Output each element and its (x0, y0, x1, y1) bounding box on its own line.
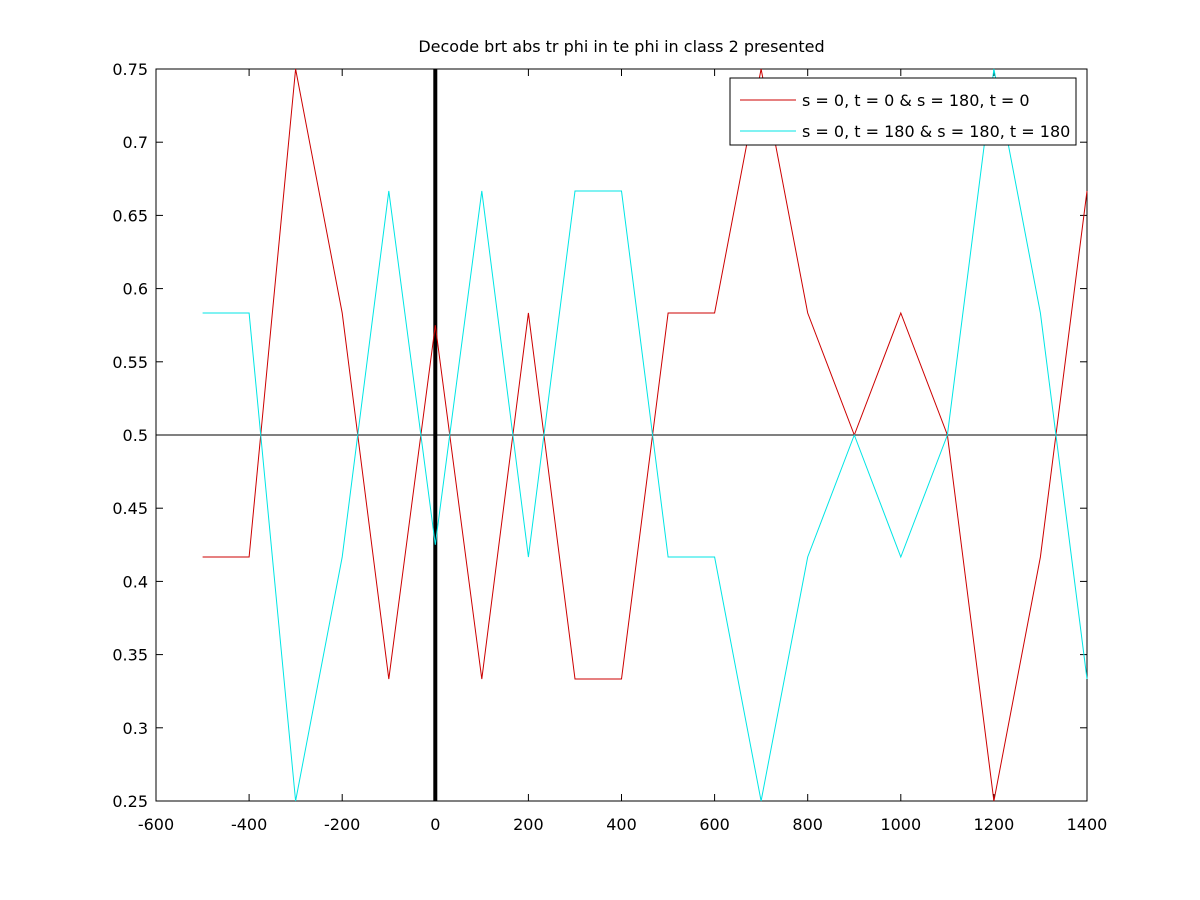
y-tick-label: 0.5 (123, 426, 148, 445)
legend-label-2: s = 0, t = 180 & s = 180, t = 180 (802, 122, 1070, 141)
series-2-point (248, 312, 250, 314)
y-tick-label: 0.3 (123, 719, 148, 738)
x-tick-label: 1000 (880, 815, 921, 834)
series-2-point (947, 434, 949, 436)
legend-label-1: s = 0, t = 0 & s = 180, t = 0 (802, 91, 1030, 110)
x-tick-label: 0 (430, 815, 440, 834)
series-2-point (807, 556, 809, 558)
series-2-point (481, 190, 483, 192)
x-tick-label: 200 (513, 815, 544, 834)
series-2-point (295, 800, 297, 802)
series-2-point (341, 556, 343, 558)
axes: -600 -400 -200 0 200 400 600 800 1000 1200 1400 0.2… (112, 60, 1107, 834)
series-2-point (993, 68, 995, 70)
x-tick-label: -600 (138, 815, 174, 834)
series-1-point (295, 68, 297, 70)
series-2-point (528, 556, 530, 558)
series-2-point (435, 544, 437, 546)
y-tick-label: 0.75 (112, 60, 148, 79)
series-line-2 (202, 68, 1088, 802)
series-2-point (1040, 312, 1042, 314)
series-1-point (1086, 190, 1088, 192)
series-1-point (388, 678, 390, 680)
y-tick-label: 0.6 (123, 280, 148, 299)
x-tick-label: -400 (231, 815, 267, 834)
series-1-point (481, 678, 483, 680)
x-tick-label: 800 (792, 815, 823, 834)
x-tick-label: 400 (606, 815, 637, 834)
series-2-point (667, 556, 669, 558)
series-2-point (760, 800, 762, 802)
legend-box (729, 77, 1077, 146)
x-tick-label: 600 (699, 815, 730, 834)
legend: s = 0, t = 0 & s = 180, t = 0 s = 0, t = … (729, 77, 1077, 146)
y-tick-label: 0.35 (112, 646, 148, 665)
series-1-point (341, 312, 343, 314)
series-2-point (714, 556, 716, 558)
series-1-point (1040, 556, 1042, 558)
y-tick-label: 0.45 (112, 499, 148, 518)
series-2-point (202, 312, 204, 314)
series-1-point (993, 800, 995, 802)
series-1-point (248, 556, 250, 558)
series-line-1 (202, 68, 1088, 802)
y-tick-label: 0.7 (123, 133, 148, 152)
y-tick-label: 0.55 (112, 353, 148, 372)
y-tick-label: 0.65 (112, 206, 148, 225)
series-1-point (202, 556, 204, 558)
series-1-point (667, 312, 669, 314)
series-1-point (621, 678, 623, 680)
series-2-point (574, 190, 576, 192)
x-tick-label: 1200 (974, 815, 1015, 834)
series-2-point (1086, 678, 1088, 680)
series-2-point (621, 190, 623, 192)
series-1-point (528, 312, 530, 314)
series-1-point (760, 68, 762, 70)
series-1-point (574, 678, 576, 680)
x-tick-label: 1400 (1067, 815, 1108, 834)
series-1-point (900, 312, 902, 314)
reference-lines (156, 69, 1087, 801)
x-tick-label: -200 (324, 815, 360, 834)
chart-title: Decode brt abs tr phi in te phi in class… (418, 37, 824, 56)
series (202, 68, 1088, 802)
y-tick-label: 0.4 (123, 572, 148, 591)
series-1-point (435, 324, 437, 326)
series-2-point (853, 434, 855, 436)
y-tick-label: 0.25 (112, 792, 148, 811)
series-1-point (807, 312, 809, 314)
series-2-point (900, 556, 902, 558)
series-2-point (388, 190, 390, 192)
series-1-point (714, 312, 716, 314)
